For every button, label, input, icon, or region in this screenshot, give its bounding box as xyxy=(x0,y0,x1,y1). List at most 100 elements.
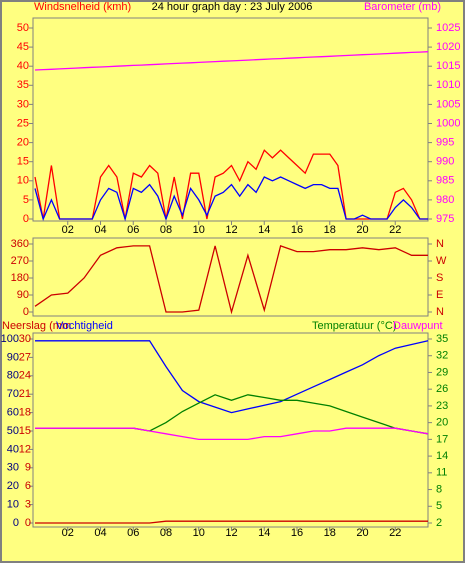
y3-tick-label: 3 xyxy=(25,499,31,511)
y3-tick-label: 18 xyxy=(19,407,31,419)
y-tick-label: 10 xyxy=(7,499,19,511)
y-axis-label: Windsnelheid (kmh) xyxy=(34,1,131,13)
y2-tick-label: 32 xyxy=(436,350,448,362)
legend-label: Neerslag (mm xyxy=(2,320,71,332)
x-tick-label: 16 xyxy=(291,527,303,539)
series-line xyxy=(35,340,429,414)
y2-tick-label: 990 xyxy=(436,156,454,168)
y-tick-label: 45 xyxy=(17,41,29,53)
y2-tick-label: W xyxy=(436,255,447,267)
y2-tick-label: 14 xyxy=(436,450,448,462)
y-tick-label: 80 xyxy=(7,370,19,382)
y3-tick-label: 0 xyxy=(25,517,31,529)
x-tick-label: 22 xyxy=(389,224,401,236)
y2-tick-label: 23 xyxy=(436,400,448,412)
y2-tick-label: 1025 xyxy=(436,22,460,34)
y-tick-label: 10 xyxy=(17,175,29,187)
x-tick-label: 08 xyxy=(160,527,172,539)
y2-tick-label: 17 xyxy=(436,433,448,445)
legend-label: Temperatuur (°C) xyxy=(312,320,396,332)
y-tick-label: 40 xyxy=(7,443,19,455)
chart-title: 24 hour graph day : 23 July 2006 xyxy=(152,1,313,13)
x-tick-label: 12 xyxy=(225,224,237,236)
legend-label: Dauwpunt xyxy=(393,320,443,332)
y-tick-label: 25 xyxy=(17,117,29,129)
y2-tick-label: 1000 xyxy=(436,117,460,129)
series-line xyxy=(35,520,428,524)
y2-tick-label: N xyxy=(436,306,444,318)
y3-tick-label: 6 xyxy=(25,480,31,492)
y2-tick-label: 995 xyxy=(436,137,454,149)
y-tick-label: 0 xyxy=(23,306,29,318)
y2-tick-label: 1015 xyxy=(436,60,460,72)
series-line xyxy=(35,427,429,441)
y2-tick-label: 20 xyxy=(436,417,448,429)
y-tick-label: 180 xyxy=(11,272,29,284)
y-tick-label: 90 xyxy=(7,351,19,363)
x-tick-label: 06 xyxy=(127,224,139,236)
y2-tick-label: E xyxy=(436,289,443,301)
x-tick-label: 20 xyxy=(356,224,368,236)
y2-tick-label: 29 xyxy=(436,366,448,378)
y-tick-label: 90 xyxy=(17,289,29,301)
x-tick-label: 14 xyxy=(258,224,270,236)
y3-tick-label: 9 xyxy=(25,462,31,474)
x-tick-label: 18 xyxy=(324,224,336,236)
x-tick-label: 10 xyxy=(193,224,205,236)
y2-tick-label: 8 xyxy=(436,483,442,495)
y-tick-label: 20 xyxy=(17,137,29,149)
y2-tick-label: 35 xyxy=(436,333,448,345)
y-tick-label: 60 xyxy=(7,407,19,419)
plot-frame xyxy=(32,332,429,528)
y3-tick-label: 12 xyxy=(19,443,31,455)
y-tick-label: 50 xyxy=(7,425,19,437)
y-tick-label: 5 xyxy=(23,194,29,206)
x-tick-label: 14 xyxy=(258,527,270,539)
y-tick-label: 50 xyxy=(17,22,29,34)
y2-axis-label: Barometer (mb) xyxy=(364,1,441,13)
y-tick-label: 30 xyxy=(7,462,19,474)
x-tick-label: 16 xyxy=(291,224,303,236)
y3-tick-label: 21 xyxy=(19,388,31,400)
series-line xyxy=(34,245,428,315)
y2-tick-label: 2 xyxy=(436,517,442,529)
x-tick-label: 04 xyxy=(94,527,106,539)
y3-tick-label: 30 xyxy=(19,333,31,345)
y-tick-label: 20 xyxy=(7,480,19,492)
y2-tick-label: 5 xyxy=(436,500,442,512)
y2-tick-label: 26 xyxy=(436,383,448,395)
x-tick-label: 12 xyxy=(225,527,237,539)
x-tick-label: 06 xyxy=(127,527,139,539)
x-tick-label: 18 xyxy=(324,527,336,539)
y-tick-label: 40 xyxy=(17,60,29,72)
plot-frame xyxy=(32,237,429,317)
x-tick-label: 04 xyxy=(94,224,106,236)
y2-tick-label: N xyxy=(436,238,444,250)
y-tick-label: 360 xyxy=(11,238,29,250)
y3-tick-label: 15 xyxy=(19,425,31,437)
y-tick-label: 100 xyxy=(1,333,19,345)
y2-tick-label: 985 xyxy=(436,175,454,187)
x-tick-label: 08 xyxy=(160,224,172,236)
x-tick-label: 10 xyxy=(193,527,205,539)
x-tick-label: 22 xyxy=(389,527,401,539)
y2-tick-label: 980 xyxy=(436,194,454,206)
legend-label: Vochtigheid xyxy=(56,320,113,332)
x-tick-label: 20 xyxy=(356,527,368,539)
y3-tick-label: 27 xyxy=(19,351,31,363)
series-line xyxy=(34,51,429,71)
y2-tick-label: 1020 xyxy=(436,41,460,53)
y-tick-label: 30 xyxy=(17,98,29,110)
y2-tick-label: 1010 xyxy=(436,79,460,91)
y2-tick-label: 11 xyxy=(436,467,447,479)
y2-tick-label: S xyxy=(436,272,443,284)
series-line xyxy=(34,176,428,222)
y-tick-label: 70 xyxy=(7,388,19,400)
y-tick-label: 270 xyxy=(11,255,29,267)
series-line xyxy=(34,149,428,220)
x-tick-label: 02 xyxy=(62,527,74,539)
x-tick-label: 02 xyxy=(62,224,74,236)
y3-tick-label: 24 xyxy=(19,370,31,382)
y2-tick-label: 975 xyxy=(436,213,454,225)
